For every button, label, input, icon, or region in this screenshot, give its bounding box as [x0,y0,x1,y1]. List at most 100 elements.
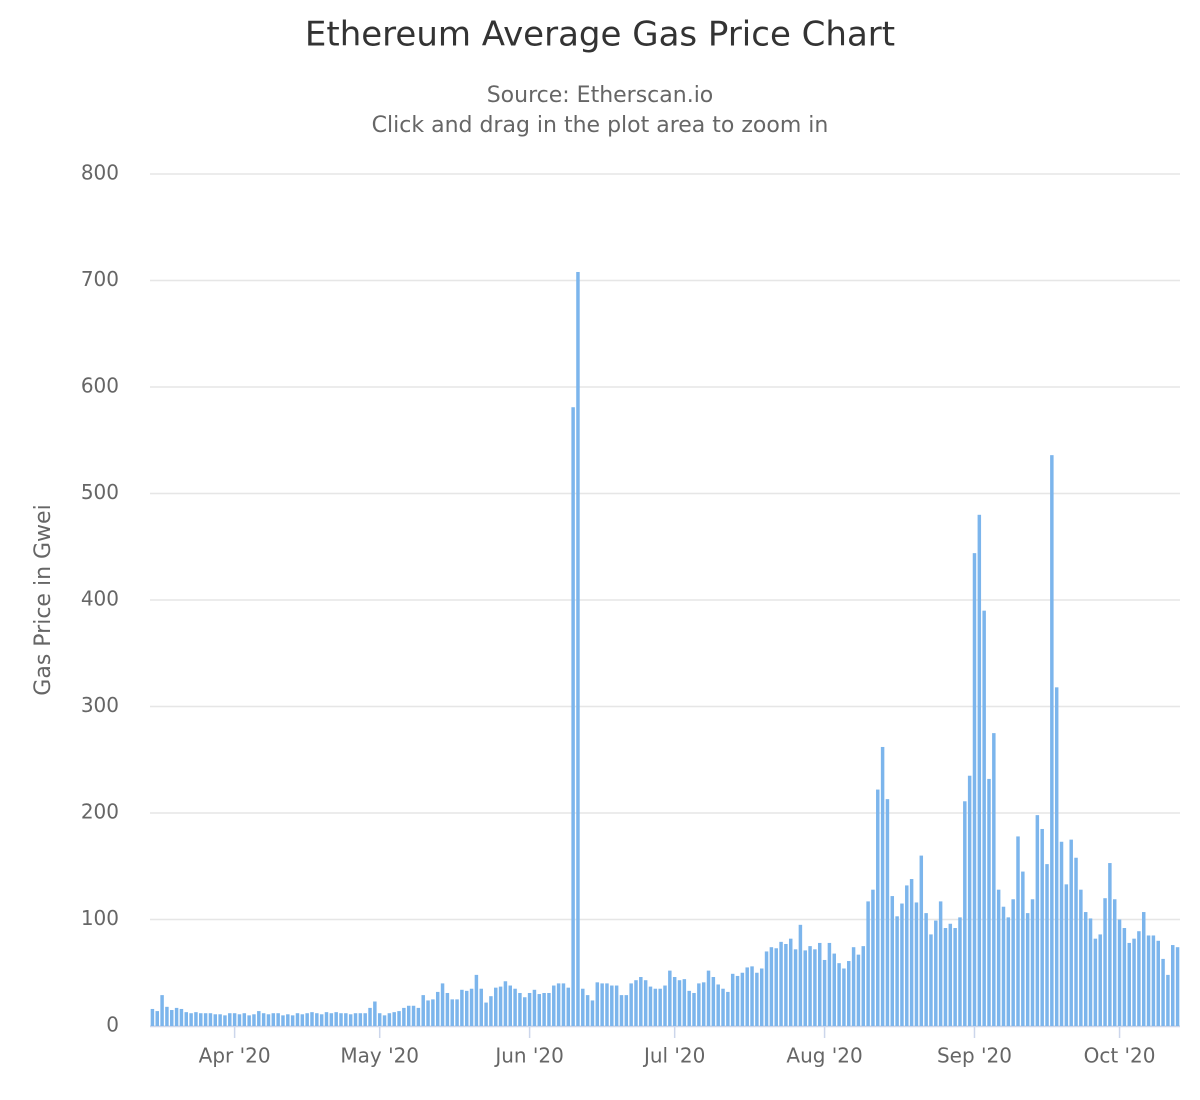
bar [697,983,701,1026]
bar [547,992,551,1026]
bar [435,991,440,1026]
bar [726,991,730,1026]
bar [880,746,885,1026]
bar [319,1014,324,1026]
bar [440,983,445,1026]
x-tick-label: Oct '20 [1084,1044,1156,1068]
bar [629,983,633,1026]
bar [421,995,425,1026]
bar [610,985,614,1026]
bar [1108,863,1112,1026]
bar [803,950,807,1026]
bar [247,1015,251,1026]
bar [537,994,542,1026]
bar [155,1011,159,1026]
bar [624,995,629,1026]
bar [474,974,479,1026]
bar [861,946,866,1026]
bar [324,1012,329,1026]
bar [382,1015,387,1026]
bar [295,1013,300,1026]
bar [1016,836,1020,1026]
bar [556,983,561,1026]
bar [339,1013,343,1026]
bar [1079,889,1083,1026]
bar [508,985,512,1026]
bar [668,970,672,1026]
bar [585,995,590,1026]
bar [232,1013,237,1026]
bar [387,1013,392,1026]
bar [963,801,967,1026]
bar [967,775,972,1026]
bar [1083,912,1088,1026]
bar [721,988,725,1026]
bar [663,985,667,1026]
bar [1137,931,1141,1026]
bar [503,981,508,1026]
bar [885,799,890,1026]
bar [832,953,836,1026]
bar [329,1013,334,1026]
bar [813,949,817,1026]
bar [934,920,938,1026]
bar [1171,945,1175,1026]
bar [228,1013,232,1026]
bar [1074,857,1078,1026]
y-tick-label: 300 [81,693,119,717]
y-tick-label: 600 [81,374,119,398]
bar [581,988,585,1026]
bar [953,928,957,1026]
bar [658,988,662,1026]
bar [1127,942,1131,1026]
bar [223,1015,227,1026]
bar [498,986,503,1026]
bar [759,968,764,1026]
bar [431,999,435,1026]
bar [1132,938,1136,1026]
bar [1146,935,1151,1026]
bar [634,980,638,1026]
bar [479,988,483,1026]
bar [286,1014,290,1026]
y-tick-label: 500 [81,480,119,504]
bar [1166,974,1170,1026]
bar [1040,828,1044,1026]
bar [938,901,943,1026]
bar [513,988,517,1026]
bar [847,961,851,1026]
bar [929,934,933,1026]
bar [494,987,498,1026]
bar [730,973,735,1026]
bar [464,990,469,1026]
bar [373,1001,377,1026]
bar [682,979,687,1026]
bar [1141,912,1146,1026]
bar [876,789,880,1026]
bar [619,995,624,1026]
bar [648,986,653,1026]
bar [895,916,899,1026]
bar [358,1013,363,1026]
bar [455,999,459,1026]
bar [1103,898,1107,1026]
bar [851,947,856,1026]
bar [566,987,571,1026]
bar [769,947,774,1026]
y-axis-title: Gas Price in Gwei [31,504,56,695]
bar [571,407,575,1026]
bar [909,879,914,1026]
bar [257,1011,261,1026]
y-tick-label: 200 [81,800,119,824]
bar [397,1011,401,1026]
bar [213,1014,218,1026]
bar [281,1015,285,1026]
bar [348,1014,353,1026]
bar [1064,884,1069,1026]
bar [170,1010,174,1026]
y-tick-label: 700 [81,267,119,291]
bar [165,1006,169,1026]
bar [1030,899,1035,1026]
bar [827,942,832,1026]
bar [402,1007,406,1026]
